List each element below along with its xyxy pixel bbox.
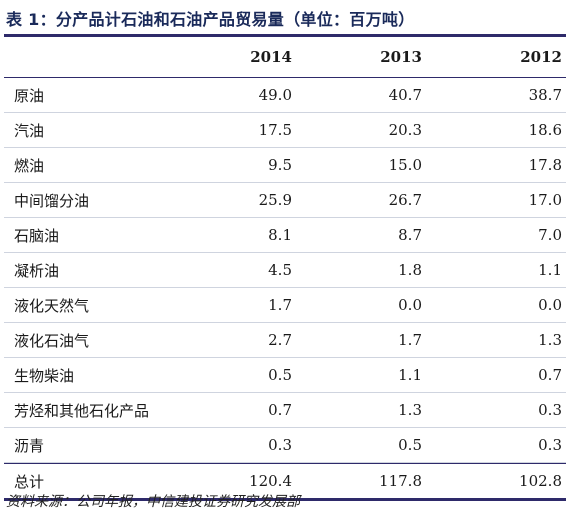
cell-2014: 4.5 [268,261,292,279]
row-label: 原油 [14,86,45,105]
cell-2013: 20.3 [388,121,422,139]
cell-2013: 0.0 [398,296,422,314]
cell-2012: 0.7 [538,366,562,384]
table-row: 中间馏分油 25.9 26.7 17.0 [4,183,566,218]
cell-2014: 9.5 [268,156,292,174]
total-row: 总计 120.4 117.8 102.8 [4,463,566,498]
row-label: 生物柴油 [14,366,75,385]
cell-2013: 1.3 [398,401,422,419]
cell-2013: 0.5 [398,436,422,454]
cell-2014: 8.1 [268,226,292,244]
cell-2013: 1.1 [398,366,422,384]
table-row: 生物柴油 0.5 1.1 0.7 [4,358,566,393]
cell-2012: 17.8 [528,156,562,174]
cell-2013: 15.0 [388,156,422,174]
cell-2013: 40.7 [388,86,422,104]
row-label: 汽油 [14,121,45,140]
cell-2012: 18.6 [528,121,562,139]
row-label: 沥青 [14,436,45,455]
table-row: 液化石油气 2.7 1.7 1.3 [4,323,566,358]
cell-2014: 1.7 [268,296,292,314]
cell-2014: 0.5 [268,366,292,384]
total-2014: 120.4 [249,472,292,490]
table-row: 凝析油 4.5 1.8 1.1 [4,253,566,288]
total-label: 总计 [14,472,45,491]
table-row: 原油 49.0 40.7 38.7 [4,78,566,113]
table-row: 燃油 9.5 15.0 17.8 [4,148,566,183]
row-label: 芳烃和其他石化产品 [14,401,150,420]
row-label: 中间馏分油 [14,191,90,210]
cell-2013: 1.8 [398,261,422,279]
row-label: 液化石油气 [14,331,90,350]
row-label: 液化天然气 [14,296,90,315]
cell-2014: 49.0 [258,86,292,104]
trade-volume-table: 2014 2013 2012 原油 49.0 40.7 38.7 汽油 17.5… [4,34,566,501]
cell-2013: 8.7 [398,226,422,244]
row-label: 燃油 [14,156,45,175]
header-2014: 2014 [250,48,292,66]
cell-2014: 25.9 [258,191,292,209]
table-row: 沥青 0.3 0.5 0.3 [4,428,566,463]
table-row: 汽油 17.5 20.3 18.6 [4,113,566,148]
source-note: 资料来源：公司年报，中信建投证券研究发展部 [6,494,300,510]
cell-2012: 7.0 [538,226,562,244]
row-label: 凝析油 [14,261,60,280]
table-row: 石脑油 8.1 8.7 7.0 [4,218,566,253]
cell-2013: 1.7 [398,331,422,349]
header-2012: 2012 [520,48,562,66]
header-2013: 2013 [380,48,422,66]
table-row: 芳烃和其他石化产品 0.7 1.3 0.3 [4,393,566,428]
total-2013: 117.8 [379,472,422,490]
cell-2012: 0.3 [538,401,562,419]
cell-2014: 17.5 [258,121,292,139]
cell-2014: 0.3 [268,436,292,454]
table-row: 液化天然气 1.7 0.0 0.0 [4,288,566,323]
cell-2014: 2.7 [268,331,292,349]
table-header-row: 2014 2013 2012 [4,37,566,78]
cell-2012: 0.0 [538,296,562,314]
row-label: 石脑油 [14,226,60,245]
cell-2012: 1.1 [538,261,562,279]
cell-2012: 17.0 [528,191,562,209]
cell-2014: 0.7 [268,401,292,419]
cell-2012: 38.7 [528,86,562,104]
cell-2012: 1.3 [538,331,562,349]
total-2012: 102.8 [519,472,562,490]
cell-2012: 0.3 [538,436,562,454]
table-title: 表 1：分产品计石油和石油产品贸易量（单位：百万吨） [6,10,415,29]
cell-2013: 26.7 [388,191,422,209]
